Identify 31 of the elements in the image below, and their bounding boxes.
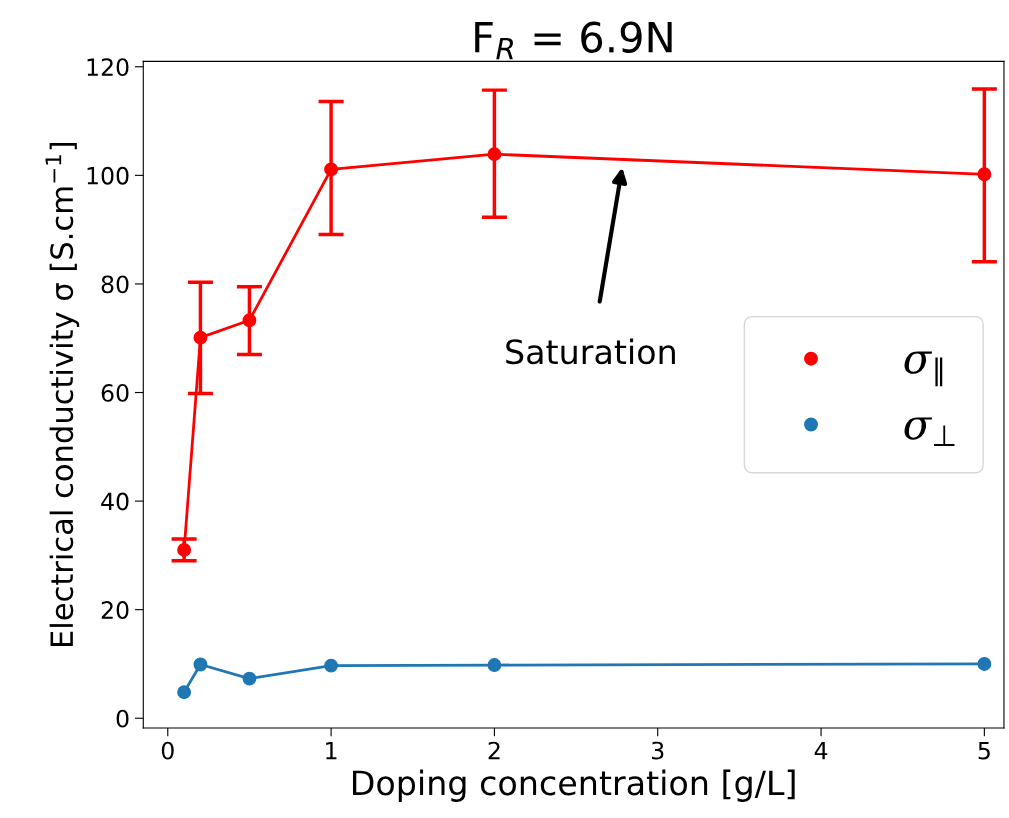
- y-axis-title: Electrical conductivity σ [S.cm$^{−1}$]: [45, 143, 80, 647]
- y-tick-label: 0: [116, 709, 129, 728]
- point: [977, 657, 992, 671]
- y-tick-label: 40: [101, 492, 129, 511]
- point: [177, 543, 192, 557]
- x-tick-label: 4: [814, 741, 828, 760]
- point: [487, 147, 502, 162]
- y-tick-label: 100: [87, 166, 129, 185]
- y-tick-label: 120: [87, 58, 129, 77]
- point: [242, 671, 257, 686]
- point: [193, 657, 208, 672]
- legend-label: σ$_{∥}$: [904, 351, 943, 387]
- point: [324, 658, 339, 673]
- x-tick-label: 0: [161, 741, 174, 760]
- point: [324, 162, 339, 177]
- point: [977, 167, 992, 182]
- point: [193, 330, 208, 345]
- x-axis-title: Doping concentration [g/L]: [352, 769, 795, 802]
- y-tick-label: 60: [101, 383, 129, 402]
- x-tick-label: 1: [326, 741, 337, 760]
- x-tick-label: 3: [652, 741, 664, 760]
- y-tick-label: 80: [101, 275, 129, 294]
- point: [177, 685, 192, 700]
- legend-label: σ$_{⊥}$: [904, 417, 955, 446]
- point: [242, 313, 257, 328]
- annotation: Saturation: [506, 338, 675, 365]
- chart-title: F$_{R}$ = 6.9N: [475, 21, 672, 60]
- point: [487, 658, 502, 672]
- y-tick-label: 20: [101, 601, 129, 619]
- x-tick-label: 5: [978, 741, 990, 760]
- x-tick-label: 2: [488, 741, 500, 760]
